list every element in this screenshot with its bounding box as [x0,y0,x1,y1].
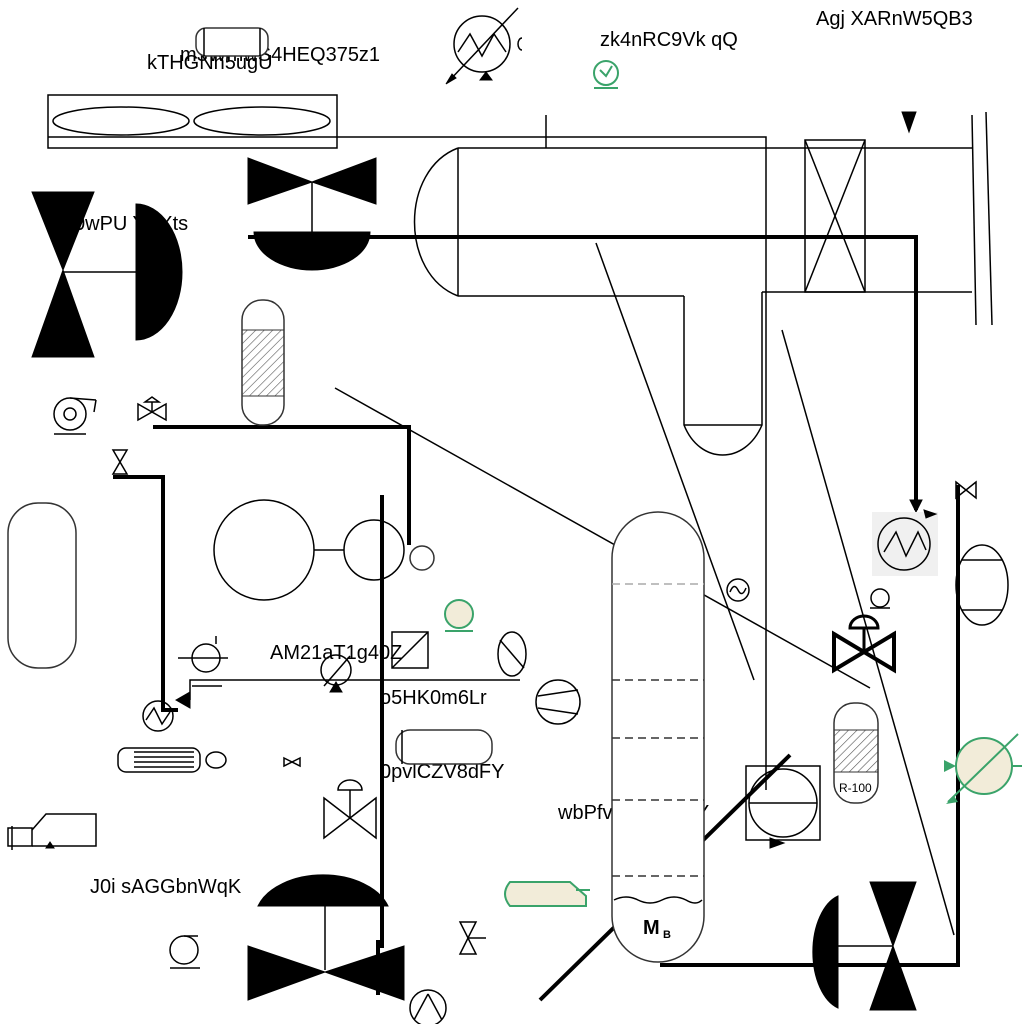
agitator-icon [726,578,750,602]
centrifugal-fan-icon [53,397,97,435]
vertical-compressor-icon [955,544,1009,626]
horizontal-drum-icon-green [504,881,590,907]
control-valve-icon-top[interactable] [247,157,377,271]
control-valve-icon-right[interactable] [832,614,896,674]
label-l10: J0i sAGGbnWqK [90,876,242,898]
rotary-blower-icon [497,631,527,677]
pump-icon-right [870,588,890,609]
heat-exchanger-icon [445,7,523,85]
shell-tube-exchanger-icon [117,747,227,773]
label-l6: AM21aT1g40Z [270,642,402,664]
gate-valve-icon-small-2[interactable] [111,449,129,475]
fan-box-icon [745,765,821,849]
horizontal-drum-icon [395,729,493,765]
control-valve-icon-bottom[interactable] [247,874,405,1001]
packed-column-icon [241,299,285,426]
ejector-icon [7,813,97,850]
reactor-tag: R-100 [839,781,872,795]
control-valve-icon-left[interactable] [31,191,183,358]
compressor-icon-bottom [409,989,447,1024]
heater-icon-left [142,700,174,732]
distillation-column-icon: M B [611,511,705,963]
label-l8: 0pvlCZV8dFY [380,761,505,783]
heat-exchanger-icon-green [944,733,1022,804]
label-l3: zk4nRC9Vk qQ [600,29,738,51]
pump-icon-left [178,636,228,687]
heat-exchanger-icon-right [872,509,938,576]
pump-icon-bottom-left [169,935,200,969]
pump-icon-green-top [593,60,619,89]
vertical-tank-icon [7,502,77,669]
label-l4: Agj XARnW5QB3 [816,8,973,30]
gate-valve-icon-bottom[interactable] [458,921,486,955]
filter-icon [391,631,429,669]
reactor-icon: R-100 [833,702,879,804]
heater-icon-small [320,654,352,693]
check-valve-icon-right[interactable] [955,480,977,500]
tiny-valve-icon[interactable] [283,756,301,768]
horizontal-drum-top-icon [195,27,269,57]
globe-valve-icon[interactable] [323,779,377,840]
control-valve-icon-bottom-right[interactable] [812,881,917,1011]
column-motor-label: M [643,917,660,939]
reducer-icon [901,111,917,134]
gate-valve-icon-small-1[interactable] [137,396,167,422]
pump-icon-green-center [444,599,474,632]
compressor-icon [213,499,435,601]
column-motor-sub-label: B [663,929,671,941]
air-cooler-icon [47,94,338,149]
label-l1: kTHGNh5ugU [147,52,273,74]
compressor-icon-small [535,679,581,725]
horizontal-vessel-icon [413,111,993,456]
label-l7: o5HK0m6Lr [380,687,487,709]
thin-process-lines [48,115,955,936]
